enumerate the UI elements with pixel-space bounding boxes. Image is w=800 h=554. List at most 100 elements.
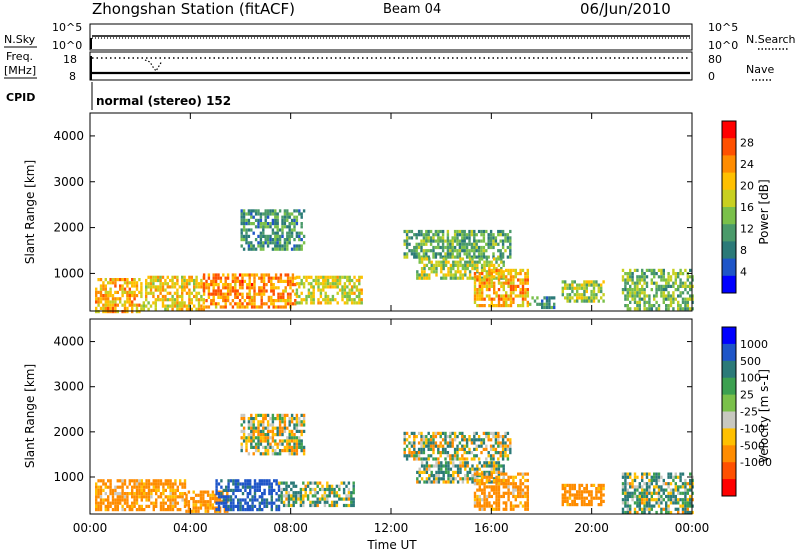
data-cell	[181, 485, 184, 489]
data-cell	[131, 492, 134, 496]
data-cell	[244, 479, 247, 483]
data-cell	[338, 494, 341, 498]
data-cell	[193, 278, 196, 283]
data-cell	[99, 501, 103, 505]
data-cell	[573, 286, 576, 290]
data-cell	[621, 482, 625, 486]
data-cell	[310, 298, 313, 302]
data-cell	[521, 284, 525, 288]
data-cell	[360, 275, 363, 279]
data-cell	[415, 233, 418, 237]
data-cell	[317, 282, 320, 286]
freq-tick-top: 18	[63, 53, 77, 66]
data-cell	[493, 304, 496, 308]
data-cell	[294, 283, 297, 287]
data-cell	[499, 435, 502, 439]
data-cell	[171, 282, 174, 286]
data-cell	[473, 236, 476, 240]
data-cell	[276, 426, 279, 430]
data-cell	[260, 273, 263, 277]
data-cell	[485, 242, 488, 246]
data-cell	[318, 487, 322, 492]
data-cell	[624, 504, 627, 508]
data-cell	[476, 294, 479, 298]
data-cell	[219, 292, 223, 296]
data-cell	[285, 487, 288, 492]
data-cell	[425, 441, 428, 445]
data-cell	[638, 275, 641, 279]
data-cell	[689, 284, 692, 288]
data-cell	[489, 447, 493, 451]
data-cell	[133, 492, 136, 496]
data-cell	[417, 451, 421, 455]
data-cell	[519, 291, 522, 295]
data-cell	[674, 482, 677, 486]
data-cell	[193, 282, 196, 286]
data-cell	[465, 233, 469, 237]
data-cell	[295, 429, 299, 433]
data-cell	[478, 278, 481, 282]
data-cell	[446, 444, 450, 448]
data-cell	[645, 307, 649, 311]
data-cell	[502, 482, 505, 486]
data-cell	[595, 496, 598, 500]
data-cell	[478, 467, 481, 471]
data-cell	[310, 275, 313, 279]
data-cell	[251, 508, 254, 512]
data-cell	[578, 296, 581, 300]
data-cell	[430, 474, 433, 478]
data-cell	[193, 294, 196, 299]
data-cell	[236, 289, 239, 293]
data-cell	[480, 438, 483, 442]
data-cell	[621, 491, 625, 495]
data-cell	[505, 478, 508, 483]
data-cell	[250, 439, 253, 443]
data-cell	[323, 503, 327, 508]
data-cell	[253, 504, 257, 508]
colorbar-swatch	[722, 411, 736, 429]
data-cell	[502, 494, 505, 499]
data-cell	[247, 247, 251, 251]
data-cell	[483, 464, 486, 468]
data-cell	[470, 229, 474, 234]
data-cell	[293, 222, 296, 226]
data-cell	[578, 286, 581, 290]
data-cell	[641, 494, 644, 499]
data-cell	[463, 457, 466, 461]
data-cell	[271, 429, 275, 433]
data-cell	[645, 482, 649, 486]
data-cell	[190, 301, 193, 305]
data-cell	[202, 283, 206, 287]
data-cell	[691, 504, 694, 508]
data-cell	[643, 300, 646, 304]
data-cell	[212, 276, 215, 280]
data-cell	[660, 485, 663, 489]
data-cell	[488, 272, 491, 276]
data-cell	[281, 413, 284, 417]
data-cell	[497, 255, 500, 259]
colorbar-tick-label: -25	[740, 406, 758, 419]
data-cell	[595, 280, 598, 284]
data-cell	[434, 229, 438, 234]
data-cell	[485, 435, 488, 439]
data-cell	[300, 278, 303, 283]
data-cell	[240, 417, 243, 421]
data-cell	[497, 435, 500, 439]
data-cell	[192, 500, 195, 504]
data-cell	[677, 485, 680, 489]
data-cell	[629, 300, 632, 304]
data-cell	[217, 289, 220, 293]
data-cell	[246, 283, 249, 287]
data-cell	[504, 435, 507, 439]
data-cell	[331, 278, 335, 283]
data-cell	[686, 307, 689, 311]
data-cell	[653, 504, 656, 508]
data-cell	[638, 482, 641, 486]
data-cell	[481, 475, 484, 479]
data-cell	[119, 278, 122, 282]
data-cell	[459, 257, 462, 261]
data-cell	[140, 482, 143, 486]
data-cell	[602, 487, 605, 491]
data-cell	[226, 286, 230, 290]
